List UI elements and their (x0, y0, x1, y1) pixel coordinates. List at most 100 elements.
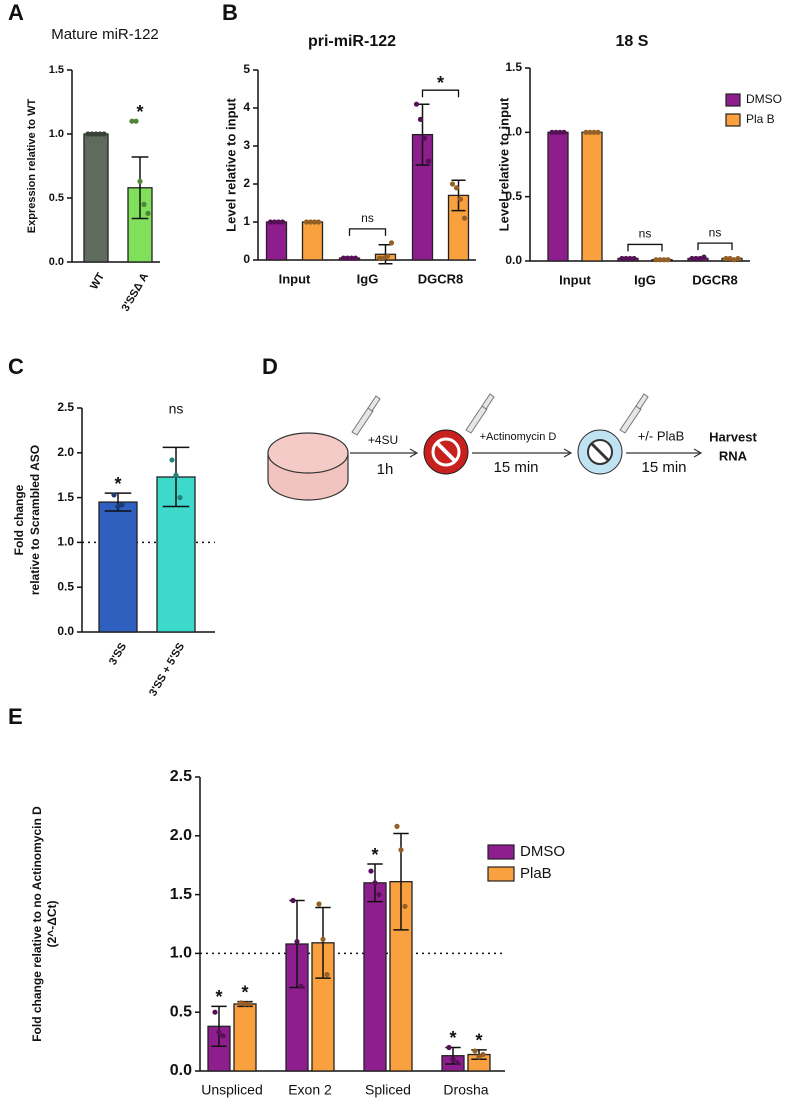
step-time: 15 min (641, 459, 686, 476)
legend-swatch (725, 113, 741, 127)
data-point (119, 502, 125, 508)
x-tick-label: WT (88, 271, 107, 292)
data-point (454, 1060, 460, 1066)
data-point (595, 129, 601, 135)
panel-label: D (262, 354, 278, 379)
data-point (376, 892, 382, 898)
step-time: 1h (377, 461, 394, 478)
chart-title: Mature miR-122 (51, 26, 159, 43)
data-point (561, 129, 567, 135)
stop-icon-bar (435, 441, 457, 463)
data-point (320, 936, 326, 942)
significance-label: * (437, 73, 444, 93)
legend-label: Pla B (746, 112, 775, 126)
x-tick-label: Exon 2 (288, 1082, 332, 1098)
significance-label: * (241, 982, 248, 1002)
y-tick-label: 0.0 (57, 624, 74, 638)
y-axis-label: (2^-ΔCt) (45, 901, 59, 948)
data-point (97, 131, 103, 137)
y-tick-label: 0.5 (170, 1003, 192, 1020)
data-point (115, 503, 121, 510)
data-point (697, 255, 703, 262)
data-point (653, 257, 659, 263)
pipette-icons (351, 393, 649, 436)
y-axis-label: Fold change relative to no Actinomycin D (30, 806, 44, 1042)
y-tick-label: 1.5 (49, 64, 64, 76)
significance-label: * (475, 1031, 482, 1051)
data-point (344, 255, 351, 261)
data-point (446, 1044, 452, 1051)
chart-title: pri-miR-122 (308, 33, 396, 50)
panel-label: E (8, 704, 23, 729)
data-point (480, 1051, 486, 1058)
data-point (627, 255, 633, 262)
data-point (169, 457, 175, 463)
data-point (85, 131, 91, 137)
end-label: Harvest (709, 429, 757, 444)
data-point (619, 255, 625, 262)
error-bar (211, 1005, 227, 1048)
data-point (242, 1001, 248, 1007)
significance-label: ns (709, 225, 722, 239)
significance-label: * (215, 987, 222, 1007)
data-point (398, 847, 404, 853)
significance-label: ns (639, 227, 652, 241)
data-point (402, 903, 408, 909)
data-point (220, 1033, 226, 1039)
significance-bracket (697, 242, 733, 251)
step-label: +/- PlaB (638, 428, 685, 443)
panel-label: C (8, 354, 24, 379)
y-tick-label: 1.0 (49, 128, 64, 140)
data-point (129, 118, 135, 124)
data-point (457, 196, 464, 202)
legend-label: PlaB (520, 865, 552, 882)
data-point (303, 219, 310, 225)
data-point (216, 1029, 222, 1035)
y-tick-label: 1 (243, 214, 250, 228)
x-tick-label: Input (559, 272, 591, 287)
legend-swatch (487, 866, 515, 882)
data-point (145, 210, 151, 216)
data-point (294, 939, 300, 945)
block-icon-bar (590, 442, 610, 462)
data-point (631, 255, 637, 262)
significance-label: * (449, 1028, 456, 1048)
bar (98, 501, 138, 633)
significance-label: * (114, 474, 121, 494)
bar (233, 1003, 257, 1072)
x-tick-label: Unspliced (201, 1082, 262, 1098)
step-label: +4SU (368, 433, 398, 447)
data-point (348, 255, 355, 261)
data-point (298, 983, 304, 989)
error-bar (315, 906, 331, 979)
y-tick-label: 0 (243, 252, 250, 266)
bar (156, 476, 196, 633)
y-tick-label: 0.5 (49, 192, 64, 204)
data-point (450, 1056, 456, 1062)
bar (581, 131, 603, 262)
y-tick-label: 3 (243, 138, 250, 152)
data-point (141, 201, 147, 207)
y-tick-label: 2.5 (57, 400, 74, 414)
x-tick-label: IgG (634, 272, 656, 287)
data-point (290, 897, 296, 904)
x-tick-label: IgG (357, 271, 379, 286)
y-tick-label: 2 (243, 176, 250, 190)
data-point (173, 472, 179, 478)
data-point (591, 129, 597, 135)
y-tick-label: 0.0 (170, 1062, 192, 1079)
data-point (665, 257, 671, 263)
y-tick-label: 5 (243, 62, 250, 76)
y-tick-label: 0.0 (505, 253, 522, 267)
x-tick-label: 3'SSΔ A (120, 271, 152, 314)
data-point (372, 880, 378, 886)
protocol-diagram: D +4SU 1h +Actinomycin D 15 min +/- PlaB… (262, 354, 758, 501)
step-label: +Actinomycin D (480, 431, 557, 443)
data-point (307, 219, 314, 225)
significance-bracket (627, 243, 663, 252)
data-point (689, 255, 695, 262)
y-tick-label: 1.0 (57, 535, 74, 549)
stop-icon-ring (431, 437, 461, 467)
data-point (587, 129, 593, 135)
